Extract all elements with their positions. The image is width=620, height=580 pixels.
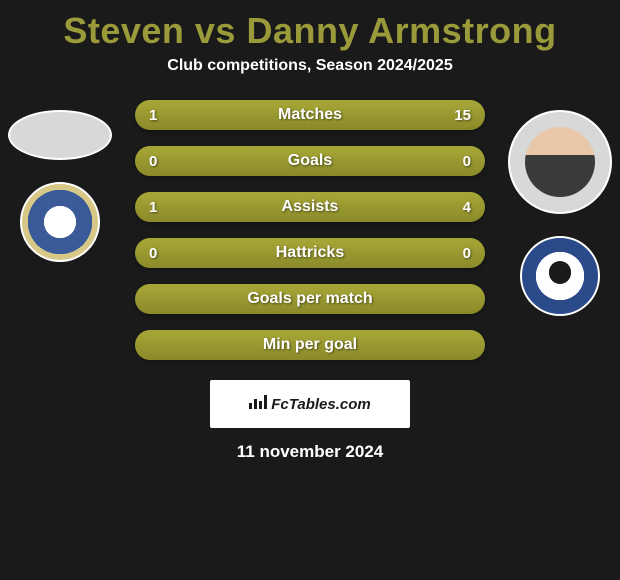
comparison-card: Steven vs Danny Armstrong Club competiti… [0, 0, 620, 462]
face-icon [525, 127, 595, 197]
stat-right-value: 4 [463, 199, 471, 216]
stat-row-assists: 1 Assists 4 [135, 192, 485, 222]
stat-row-matches: 1 Matches 15 [135, 100, 485, 130]
attribution-text: FcTables.com [271, 396, 370, 413]
club-crest-icon [520, 236, 600, 316]
player-right-avatar [508, 110, 612, 214]
club-crest-icon [20, 182, 100, 262]
date-label: 11 november 2024 [0, 442, 620, 462]
stat-left-value: 1 [149, 199, 157, 216]
stat-row-hattricks: 0 Hattricks 0 [135, 238, 485, 268]
stat-right-value: 0 [463, 153, 471, 170]
chart-icon [249, 395, 267, 414]
page-title: Steven vs Danny Armstrong [0, 0, 620, 57]
stats-list: 1 Matches 15 0 Goals 0 1 Assists 4 0 Hat… [135, 100, 485, 360]
player-right-column [508, 110, 612, 318]
player-right-club-badge [510, 234, 610, 318]
stat-label: Assists [282, 198, 339, 216]
player-left-avatar [8, 110, 112, 160]
stat-right-value: 15 [454, 107, 471, 124]
stat-label: Goals per match [247, 290, 372, 308]
page-subtitle: Club competitions, Season 2024/2025 [0, 57, 620, 100]
stat-label: Goals [288, 152, 332, 170]
stat-row-goals: 0 Goals 0 [135, 146, 485, 176]
stat-left-value: 0 [149, 245, 157, 262]
stat-left-value: 0 [149, 153, 157, 170]
stat-row-goals-per-match: Goals per match [135, 284, 485, 314]
stat-label: Matches [278, 106, 342, 124]
stat-row-min-per-goal: Min per goal [135, 330, 485, 360]
attribution-badge: FcTables.com [210, 380, 410, 428]
stat-label: Min per goal [263, 336, 357, 354]
content-area: 1 Matches 15 0 Goals 0 1 Assists 4 0 Hat… [0, 100, 620, 462]
stat-left-value: 1 [149, 107, 157, 124]
stat-label: Hattricks [276, 244, 344, 262]
player-left-club-badge [10, 180, 110, 264]
stat-right-value: 0 [463, 245, 471, 262]
player-left-column [8, 110, 112, 264]
